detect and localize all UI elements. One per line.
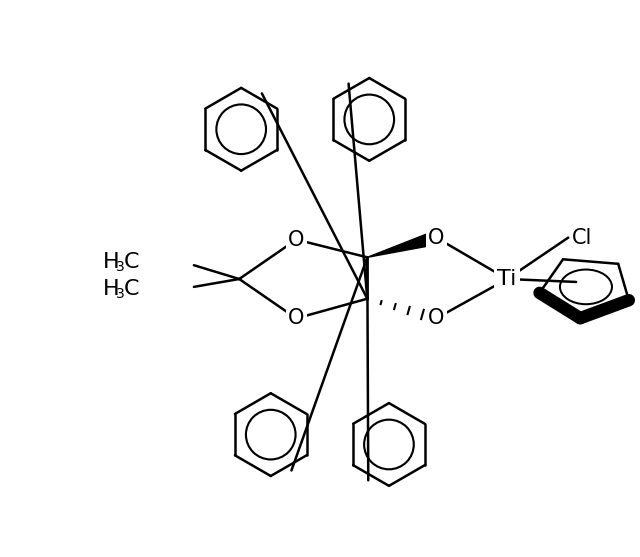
Text: O: O (288, 229, 305, 250)
Text: Cl: Cl (572, 228, 593, 248)
Text: H: H (103, 279, 120, 299)
Text: Ti: Ti (497, 269, 517, 289)
Polygon shape (367, 231, 438, 257)
Text: 3: 3 (116, 260, 125, 274)
Text: O: O (428, 309, 444, 329)
Text: H: H (103, 252, 120, 272)
Text: C: C (124, 279, 140, 299)
Text: 3: 3 (116, 287, 125, 301)
Text: O: O (428, 228, 444, 248)
Text: O: O (288, 309, 305, 329)
Text: C: C (124, 252, 140, 272)
